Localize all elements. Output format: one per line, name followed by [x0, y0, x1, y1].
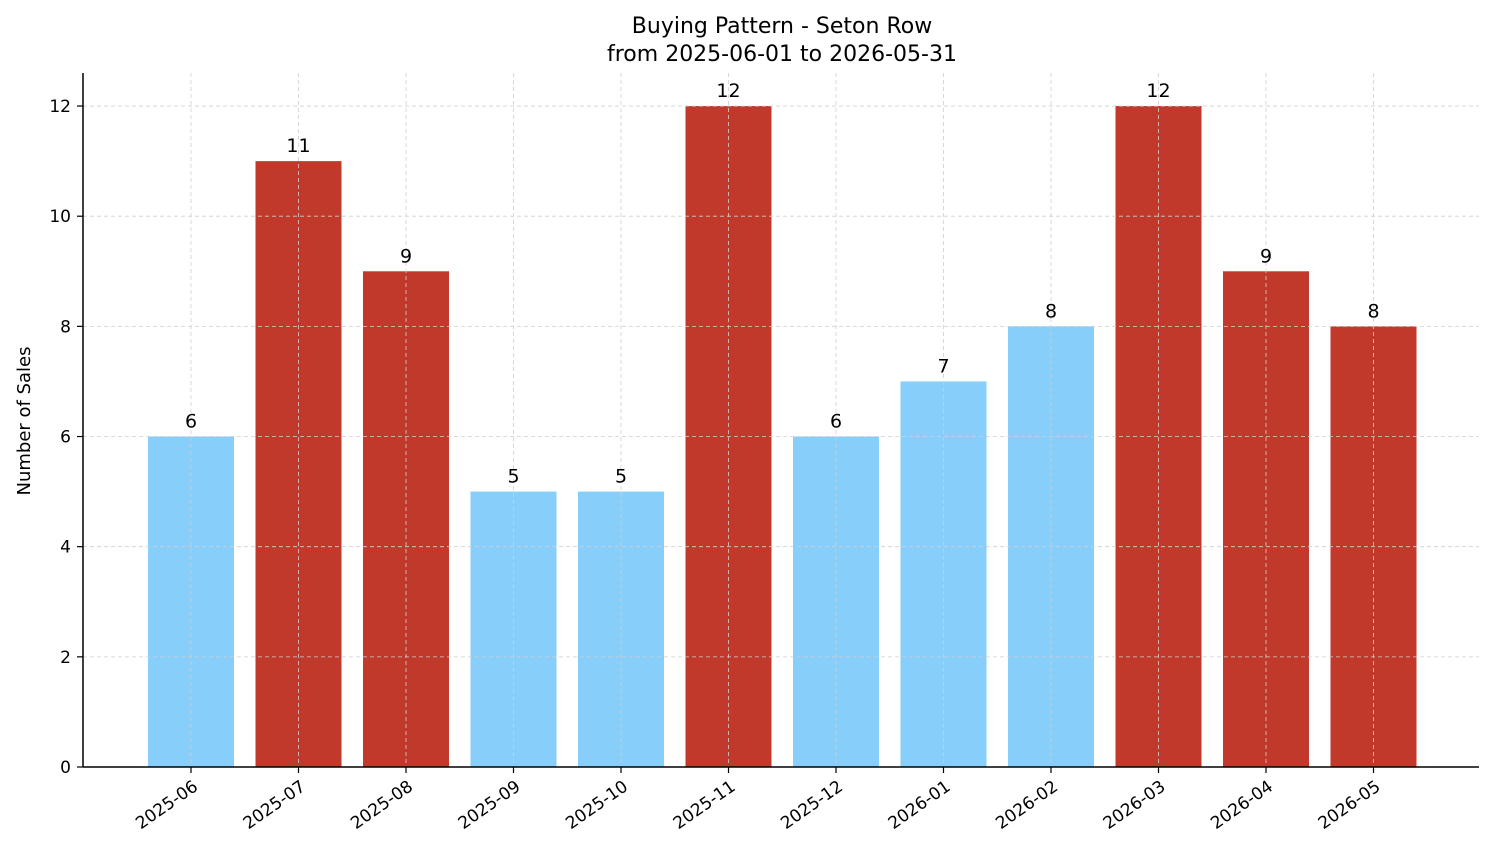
x-tick-label: 2026-04: [1207, 777, 1277, 834]
x-tick-label: 2025-12: [777, 777, 847, 834]
bar-value-label: 5: [507, 466, 519, 488]
x-tick-label: 2025-10: [562, 777, 632, 834]
x-tick-label: 2026-05: [1315, 777, 1385, 834]
bar-value-label: 11: [286, 135, 310, 157]
y-tick-label: 10: [49, 207, 71, 227]
y-tick-label: 6: [60, 428, 71, 448]
bar-value-label: 6: [830, 411, 842, 433]
bar-value-label: 9: [1260, 245, 1272, 267]
y-tick-label: 4: [60, 538, 71, 558]
x-tick-label: 2025-07: [240, 777, 310, 834]
bar-value-label: 8: [1045, 300, 1057, 322]
x-tick-label: 2025-06: [132, 777, 202, 834]
y-tick-label: 8: [60, 317, 71, 337]
x-tick-label: 2025-11: [670, 777, 740, 834]
bar-value-label: 5: [615, 466, 627, 488]
bar-value-label: 7: [937, 355, 949, 377]
bar-value-label: 6: [185, 411, 197, 433]
x-tick-label: 2025-09: [455, 777, 525, 834]
x-tick-label: 2026-03: [1100, 777, 1170, 834]
chart-title: Buying Pattern - Seton Row: [632, 14, 932, 39]
y-tick-label: 0: [60, 758, 71, 778]
bar-value-label: 8: [1367, 300, 1379, 322]
x-tick-label: 2026-01: [885, 777, 955, 834]
bar-value-label: 12: [1146, 80, 1170, 102]
y-tick-label: 2: [60, 648, 71, 668]
y-axis-label: Number of Sales: [14, 346, 35, 495]
x-tick-label: 2025-08: [347, 777, 417, 834]
bar-value-labels: 6 11 9 5 5 12 6 7 8 12 9 8: [185, 80, 1380, 488]
bar-value-label: 9: [400, 245, 412, 267]
y-tick-label: 12: [49, 97, 71, 117]
chart-subtitle: from 2025-06-01 to 2026-05-31: [607, 42, 957, 67]
bar-value-label: 12: [716, 80, 740, 102]
x-tick-label: 2026-02: [992, 777, 1062, 834]
